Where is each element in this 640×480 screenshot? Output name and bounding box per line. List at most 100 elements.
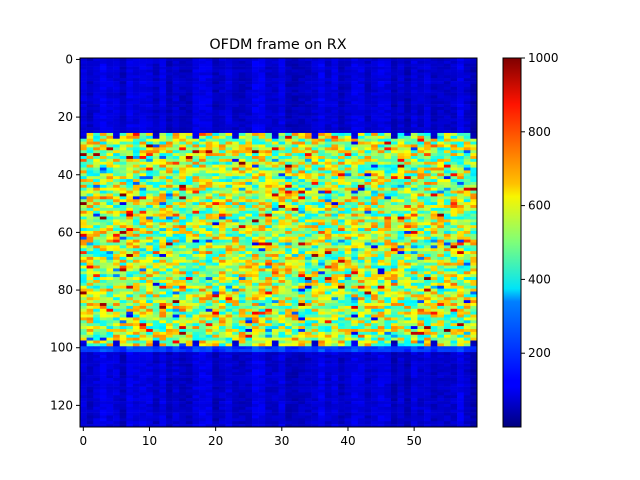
heatmap-cell [80,297,87,301]
heatmap-cell [172,259,180,263]
heatmap-cell [192,167,200,171]
heatmap-cell [258,141,266,145]
heatmap-cell [218,251,226,255]
heatmap-cell [225,75,233,79]
heatmap-cell [331,254,339,258]
heatmap-cell [404,219,412,223]
heatmap-cell [179,233,187,238]
heatmap-cell [390,153,398,157]
heatmap-cell [179,121,187,125]
heatmap-cell [404,130,412,134]
heatmap-cell [318,222,326,226]
heatmap-cell [172,158,180,163]
heatmap-cell [338,271,345,275]
heatmap-cell [80,233,87,238]
heatmap-cell [106,66,114,70]
heatmap-cell [377,92,385,96]
heatmap-cell [404,101,412,105]
heatmap-cell [384,213,392,217]
heatmap-cell [278,72,286,76]
heatmap-cell [205,95,213,99]
heatmap-cell [139,297,147,301]
heatmap-cell [463,109,471,114]
heatmap-cell [80,216,87,220]
heatmap-cell [166,147,173,151]
heatmap-cell [417,167,425,171]
heatmap-cell [99,98,107,102]
heatmap-cell [218,265,226,269]
heatmap-cell [132,190,140,194]
heatmap-cell [338,69,345,73]
heatmap-cell [80,207,87,212]
heatmap-cell [205,205,213,209]
heatmap-cell [443,75,451,79]
heatmap-cell [344,219,352,223]
heatmap-cell [166,187,173,191]
heatmap-cell [278,144,286,148]
heatmap-cell [258,164,266,168]
heatmap-cell [212,216,220,220]
heatmap-cell [443,127,451,131]
heatmap-cell [152,248,160,252]
heatmap-cell [166,228,173,232]
heatmap-cell [371,170,379,174]
heatmap-cell [371,265,379,269]
heatmap-cell [278,248,286,252]
heatmap-cell [139,268,147,272]
heatmap-cell [318,202,326,206]
heatmap-cell [86,69,94,73]
heatmap-cell [331,132,339,137]
heatmap-cell [271,245,279,249]
heatmap-cell [113,259,120,263]
heatmap-cell [424,265,431,269]
heatmap-cell [152,184,160,189]
heatmap-cell [265,153,273,157]
heatmap-cell [324,181,332,186]
heatmap-cell [232,230,240,235]
heatmap-cell [371,216,379,220]
heatmap-cell [212,156,220,160]
heatmap-cell [146,205,154,209]
heatmap-cell [470,158,478,163]
heatmap-cell [285,242,293,246]
heatmap-cell [113,135,120,140]
heatmap-cell [351,124,359,128]
heatmap-cell [304,236,312,240]
heatmap-cell [371,210,379,214]
heatmap-cell [410,181,418,186]
heatmap-cell [437,89,445,93]
heatmap-cell [443,104,451,108]
heatmap-cell [410,225,418,229]
heatmap-cell [463,199,471,203]
heatmap-cell [146,164,154,168]
heatmap-cell [351,271,359,275]
heatmap-cell [245,248,253,252]
heatmap-cell [212,222,220,226]
heatmap-cell [212,150,220,154]
heatmap-cell [258,233,266,238]
heatmap-cell [271,187,279,191]
heatmap-cell [324,150,332,154]
heatmap-cell [212,245,220,249]
heatmap-cell [106,58,114,62]
heatmap-cell [271,112,279,116]
heatmap-cell [417,294,425,298]
heatmap-cell [265,228,273,232]
heatmap-cell [351,138,359,142]
heatmap-cell [126,92,134,96]
heatmap-cell [437,184,445,189]
heatmap-cell [113,297,120,301]
heatmap-cell [106,158,114,163]
heatmap-cell [364,132,372,137]
heatmap-cell [357,156,365,160]
heatmap-cell [278,63,286,67]
heatmap-cell [443,95,451,99]
heatmap-cell [318,72,326,76]
heatmap-cell [179,78,187,82]
heatmap-cell [166,141,173,145]
heatmap-cell [86,95,94,99]
heatmap-cell [252,141,259,145]
heatmap-cell [417,219,425,223]
heatmap-cell [291,127,299,131]
heatmap-cell [298,144,306,148]
